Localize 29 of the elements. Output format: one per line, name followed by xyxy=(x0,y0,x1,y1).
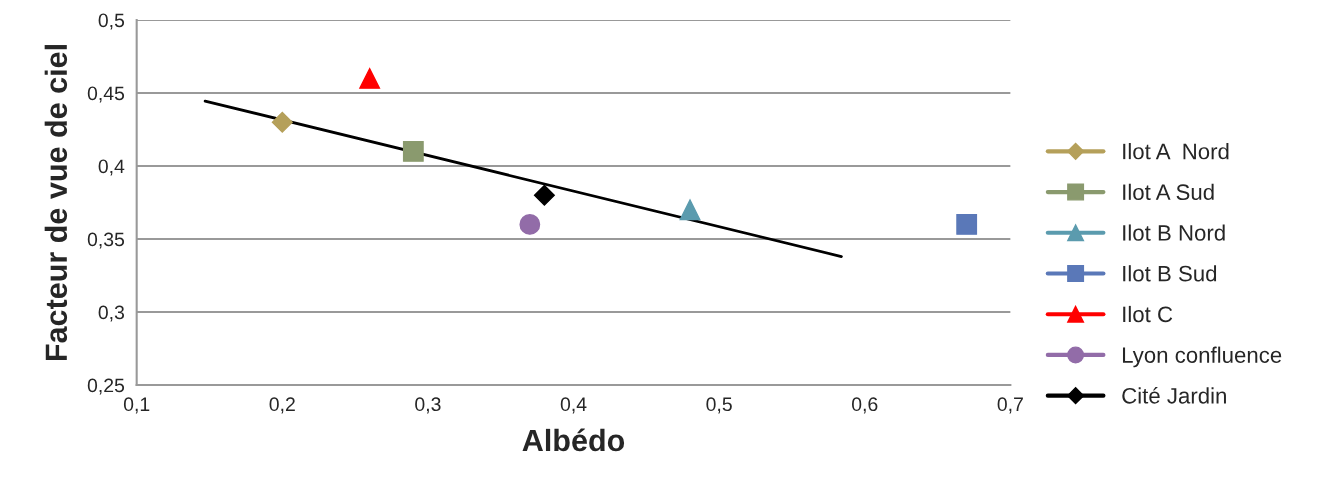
legend-label: Ilot B Sud xyxy=(1123,265,1217,282)
legend-label: Lyon confluence xyxy=(1122,346,1282,368)
point xyxy=(679,199,701,221)
point xyxy=(271,111,293,133)
point xyxy=(359,67,381,89)
x-tick-label: 0,7 xyxy=(997,397,1023,414)
x-tick-label: 0,5 xyxy=(706,397,732,414)
x-axis-title: Albédo xyxy=(522,428,625,452)
legend-label: Ilot B Nord xyxy=(1123,224,1225,241)
x-tick-label: 0,4 xyxy=(560,397,587,414)
y-tick-label: 0,3 xyxy=(98,305,125,322)
legend-label: Ilot A Nord xyxy=(1123,143,1229,160)
y-tick-label: 0,4 xyxy=(98,159,125,176)
x-tick-label: 0,2 xyxy=(269,397,295,414)
y-tick-label: 0,25 xyxy=(87,378,125,395)
y-tick-label: 0,45 xyxy=(87,86,125,103)
legend-label: Ilot A Sud xyxy=(1123,183,1214,201)
y-tick-label: 0,35 xyxy=(87,232,125,249)
y-axis-title: Facteur de vue de ciel xyxy=(44,45,68,361)
point xyxy=(533,184,555,206)
x-tick-label: 0,3 xyxy=(415,397,441,414)
point xyxy=(956,214,978,235)
x-tick-label: 0,1 xyxy=(123,397,150,414)
legend-label: Ilot C xyxy=(1123,305,1173,323)
point xyxy=(519,214,541,235)
point xyxy=(402,140,424,162)
y-tick-label: 0,5 xyxy=(98,13,125,30)
x-tick-label: 0,6 xyxy=(851,397,878,414)
legend-label: Cité Jardin xyxy=(1122,387,1226,404)
